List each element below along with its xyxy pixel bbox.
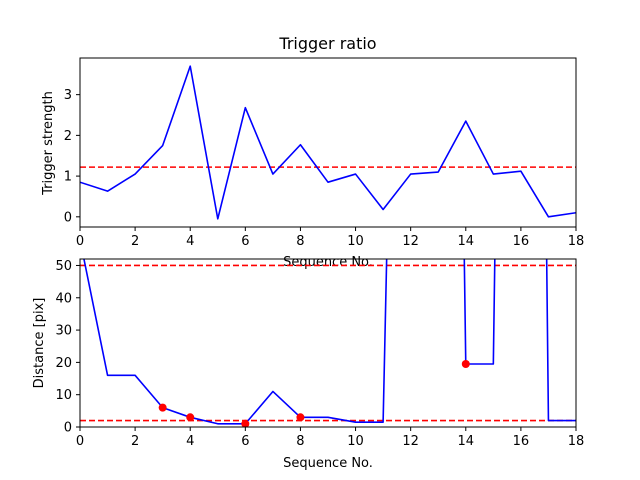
- top-chart-x-tick-label: 0: [76, 234, 84, 249]
- top-chart-x-tick-label: 8: [296, 234, 304, 249]
- top-chart-y-tick-label: 1: [64, 170, 72, 185]
- bottom-chart-x-tick-label: 0: [76, 434, 84, 449]
- bottom-chart-marker-point: [241, 419, 250, 427]
- bottom-plot-area: 0 2 4 6 8 10 12 14 16 18 0 10 20 30 40 50: [55, 258, 585, 449]
- bottom-y-axis-label: Distance [pix]: [32, 298, 47, 389]
- top-chart-x-tick-label: 10: [347, 234, 364, 249]
- top-chart-x-tick-label: 4: [186, 234, 194, 249]
- top-chart-x-tick-label: 2: [131, 234, 139, 249]
- top-chart-x-tick-label: 14: [458, 234, 475, 249]
- chart-title: Trigger ratio: [278, 34, 376, 53]
- bottom-chart-y-tick-label: 50: [55, 259, 72, 274]
- top-chart-y-tick-label: 0: [64, 210, 72, 225]
- bottom-chart-y-tick-label: 10: [55, 388, 72, 403]
- top-chart-axes-frame: [79, 57, 577, 228]
- bottom-chart-x-tick-label: 4: [186, 434, 194, 449]
- top-chart-x-tick-label: 18: [568, 234, 585, 249]
- top-chart-x-tick-label: 12: [402, 234, 419, 249]
- bottom-chart-marker-point: [461, 360, 470, 368]
- bottom-chart-y-tick-label: 20: [55, 356, 72, 371]
- top-chart-x-tick-label: 16: [513, 234, 530, 249]
- top-chart-y-tick-label: 3: [64, 88, 72, 103]
- top-x-axis-label: Sequence No.: [283, 255, 373, 270]
- bottom-chart-x-tick-label: 16: [513, 434, 530, 449]
- top-y-axis-label: Trigger strength: [41, 91, 56, 196]
- bottom-chart-x-tick-label: 12: [402, 434, 419, 449]
- bottom-chart-marker-point: [186, 413, 195, 422]
- bottom-chart-marker-point: [158, 403, 167, 412]
- top-chart-y-tick-label: 2: [64, 129, 72, 144]
- top-chart-x-tick-label: 6: [241, 234, 249, 249]
- bottom-chart-axes-frame: [79, 258, 577, 428]
- bottom-chart-x-tick-label: 18: [568, 434, 585, 449]
- bottom-chart-x-tick-label: 8: [296, 434, 304, 449]
- bottom-chart-y-tick-label: 0: [64, 421, 72, 436]
- bottom-chart-x-tick-label: 6: [241, 434, 249, 449]
- bottom-chart-x-tick-label: 14: [458, 434, 475, 449]
- bottom-chart-y-tick-label: 30: [55, 324, 72, 339]
- top-chart-series-line-0: [80, 65, 576, 220]
- bottom-chart-x-tick-label: 2: [131, 434, 139, 449]
- bottom-chart-y-tick-label: 40: [55, 291, 72, 306]
- bottom-chart-marker-point: [296, 413, 305, 422]
- bottom-chart-series-line-0: [83, 259, 576, 425]
- bottom-x-axis-label: Sequence No.: [283, 456, 373, 471]
- bottom-chart-x-tick-label: 10: [347, 434, 364, 449]
